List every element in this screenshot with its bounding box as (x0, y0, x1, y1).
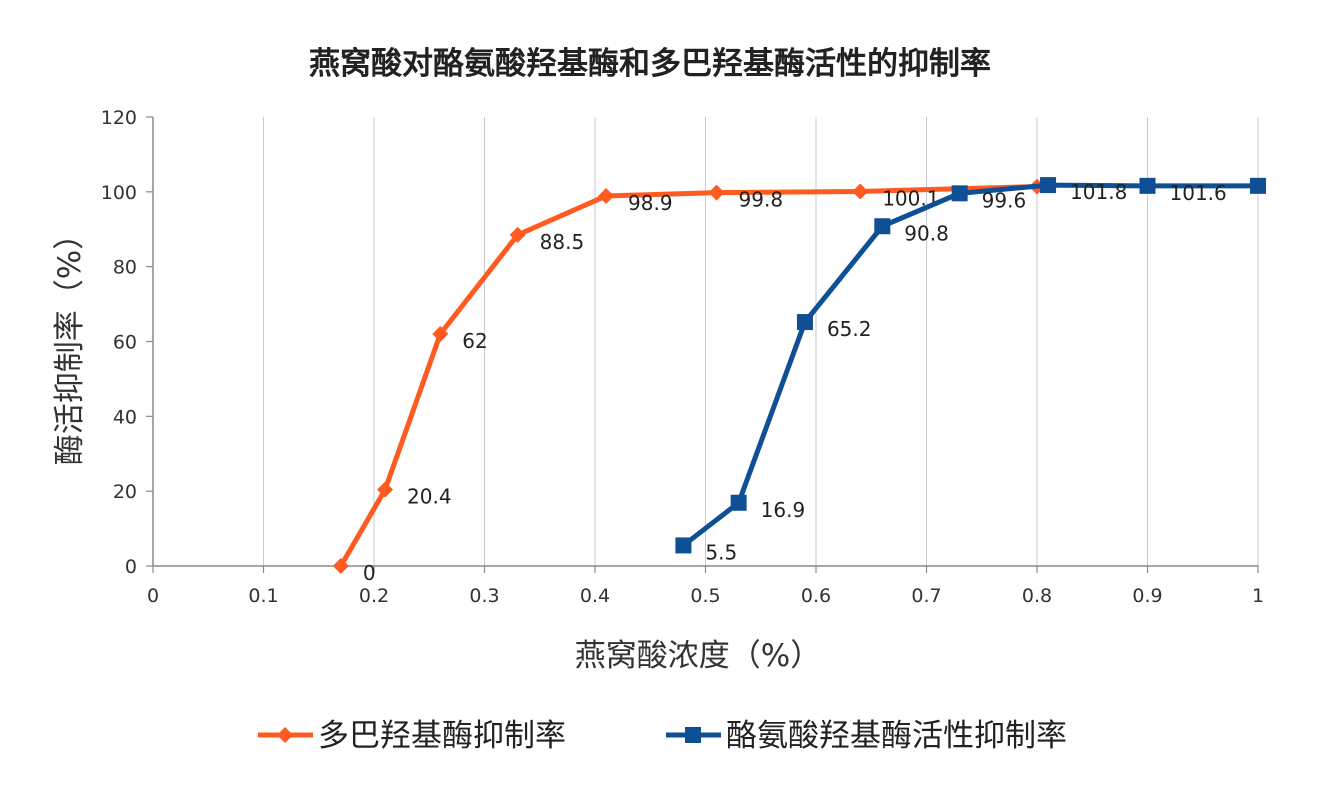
legend-label-dopa: 多巴羟基酶抑制率 (318, 718, 566, 754)
tyrosine-series-line (681, 182, 1258, 548)
tyrosine-data-point (1040, 177, 1057, 194)
dopa-data-point (332, 558, 349, 574)
chart-title: 燕窝酸对酪氨酸羟基酶和多巴羟基酶活性的抑制率 (309, 46, 991, 82)
dopa-data-point (509, 226, 526, 243)
tyrosine-data-point (874, 218, 891, 235)
x-tick-label: 0.6 (801, 585, 831, 607)
tyrosine-data-point (1139, 177, 1156, 194)
dopa-data-point (852, 183, 869, 200)
dopa-data-label: 0 (363, 561, 376, 585)
dopa-data-label: 98.9 (628, 191, 673, 215)
legend: 多巴羟基酶抑制率 酪氨酸羟基酶活性抑制率 (258, 718, 1067, 754)
x-tick-label: 0.9 (1132, 585, 1162, 607)
y-tick-label: 0 (125, 556, 137, 578)
x-tick-label: 0.5 (690, 585, 720, 607)
dopa-data-label: 62 (462, 329, 487, 353)
dopa-series-line (338, 184, 1038, 568)
dopa-data-point (377, 481, 394, 498)
tyrosine-data-point (1250, 177, 1266, 194)
dopa-data-label: 88.5 (540, 230, 585, 254)
x-tick-label: 0.1 (248, 585, 278, 607)
plot-area: 0 0.1 0.2 0.3 0.4 0.5 0.6 0.7 0.8 0.9 1 0 20 40 60 80 10… (101, 107, 1266, 607)
tyrosine-data-point (675, 537, 692, 554)
y-tick-label: 20 (113, 481, 137, 503)
dopa-data-point (708, 184, 725, 201)
y-tick-label: 80 (113, 257, 137, 279)
y-tick-label: 100 (101, 182, 137, 204)
y-tick-label: 40 (113, 406, 137, 428)
legend-marker-tyrosine (685, 727, 701, 743)
x-tick-label: 0.2 (359, 585, 389, 607)
tyrosine-data-label: 65.2 (827, 317, 872, 341)
tyrosine-data-label: 16.9 (761, 498, 806, 522)
x-tick-label: 0.7 (911, 585, 941, 607)
x-tick-label: 1 (1252, 585, 1264, 607)
tyrosine-data-point (796, 314, 813, 331)
dopa-data-label: 99.8 (739, 188, 784, 212)
x-axis-label: 燕窝酸浓度（%） (575, 638, 821, 674)
dopa-data-point (598, 187, 615, 204)
y-tick-label: 120 (101, 107, 137, 129)
dopa-data-point (432, 326, 449, 343)
tyrosine-data-label: 5.5 (705, 540, 737, 564)
legend-label-tyrosine: 酪氨酸羟基酶活性抑制率 (726, 718, 1067, 754)
x-tick-label: 0 (147, 585, 159, 607)
x-tick-label: 0.3 (469, 585, 499, 607)
y-axis-label: 酶活抑制率（%） (52, 219, 88, 465)
tyrosine-data-label: 101.8 (1070, 180, 1127, 204)
tyrosine-data-label: 101.6 (1170, 181, 1227, 205)
tyrosine-data-point (951, 185, 968, 202)
tyrosine-data-label: 90.8 (904, 221, 949, 245)
dopa-data-label: 20.4 (407, 485, 452, 509)
legend-marker-dopa (277, 727, 293, 743)
tyrosine-data-label: 99.6 (982, 188, 1027, 212)
y-tick-label: 60 (113, 332, 137, 354)
x-tick-label: 0.4 (580, 585, 610, 607)
tyrosine-data-point (730, 494, 747, 511)
x-tick-label: 0.8 (1022, 585, 1052, 607)
